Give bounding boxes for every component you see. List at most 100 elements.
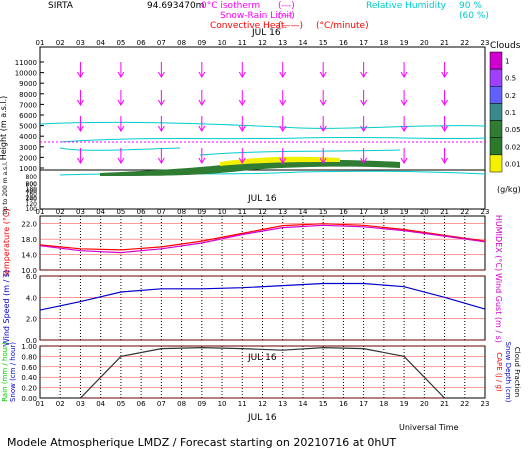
gust-ylabel: Wind Gust (m / s)	[494, 273, 503, 343]
hour-tick-label: 16	[339, 208, 348, 216]
hour-tick-label: 20	[420, 208, 429, 216]
wind-arrow-head	[238, 99, 246, 106]
cloud-scale-label: 0.05	[505, 126, 521, 134]
legend-convective-style: (——)	[278, 21, 303, 31]
hour-tick-label: 07	[157, 208, 166, 216]
snow-depth-ylabel: Snow Depth (cm)	[504, 342, 512, 403]
height-tick-label: 3000	[19, 144, 37, 152]
hour-tick-label: 14	[298, 400, 307, 408]
hour-tick-label: 06	[137, 39, 146, 47]
wind-arrow-head	[319, 71, 327, 78]
y-tick-label: 4.0	[26, 294, 37, 302]
height-lowest-tick-label: 160	[26, 191, 38, 198]
hour-tick-label: 17	[359, 400, 368, 408]
cloud-legend-unit: (g/kg)	[497, 185, 521, 194]
temp-ylabel: Temperature (°C)	[2, 208, 11, 278]
hour-tick-label: 03	[76, 400, 85, 408]
cloud-fraction-ylabel: Cloud Fraction	[513, 347, 521, 397]
rh-contour	[39, 121, 486, 129]
height-tick-label: 7000	[19, 101, 37, 109]
hour-tick-label: 15	[319, 39, 328, 47]
hour-tick-label: 02	[56, 208, 65, 216]
wind-arrow-head	[198, 71, 206, 78]
cloud-scale-label: 0.01	[505, 160, 521, 168]
date-label-bottom: JUL 16	[247, 413, 277, 423]
site-coordinate: 94.693470m	[147, 1, 204, 11]
height-lowest-tick-label: 120	[26, 201, 38, 208]
y-tick-label: 10.0	[21, 267, 37, 275]
cloud-scale-label: 0.5	[505, 75, 516, 83]
hour-tick-label: 21	[440, 400, 449, 408]
humidex-ylabel: HUMIDEX (°C)	[494, 215, 503, 271]
height-tick-label: 5000	[19, 123, 37, 131]
cloud-legend-title: Clouds	[490, 41, 521, 51]
wind-arrow-head	[198, 157, 206, 164]
wind-arrow-head	[157, 125, 165, 132]
hour-tick-label: 08	[177, 400, 186, 408]
cloud-layer	[100, 159, 400, 176]
wind-arrow-head	[157, 99, 165, 106]
y-tick-label: 0.80	[21, 353, 37, 361]
height-lowest-tick-label: 200	[26, 181, 38, 188]
wind-arrow-head	[319, 99, 327, 106]
wind-arrow-head	[77, 99, 84, 106]
height-tick-label: 6000	[19, 112, 37, 120]
height-tick-label: 10000	[15, 70, 37, 78]
hour-tick-label: 10	[218, 400, 227, 408]
legend-convective: Convective Heat.	[210, 21, 287, 31]
height-low-tick-label: 400	[26, 188, 38, 195]
hour-tick-label: 11	[238, 39, 247, 47]
hour-tick-label: 09	[197, 208, 206, 216]
wind-arrow-head	[441, 71, 448, 78]
hour-tick-label: 08	[177, 208, 186, 216]
hour-tick-label: 22	[460, 400, 469, 408]
y-tick-label: 2.0	[26, 316, 37, 324]
height-tick-label: 2000	[19, 154, 37, 162]
hour-tick-label: 22	[460, 39, 469, 47]
wind-ylabel: Wind Speed (m / s)	[2, 270, 11, 346]
cloud-scale-swatch	[489, 103, 503, 121]
hour-tick-label: 04	[96, 208, 105, 216]
y-tick-label: 0.20	[21, 385, 37, 393]
wind-arrow-head	[157, 157, 165, 164]
hour-tick-label: 06	[137, 208, 146, 216]
height-tick-label: 1000	[19, 165, 37, 173]
hour-tick-label: 10	[218, 208, 227, 216]
series-line	[39, 223, 486, 251]
wind-arrow-head	[77, 71, 84, 78]
wind-arrow-head	[117, 157, 125, 164]
hour-tick-label: 19	[400, 39, 409, 47]
wind-panel: 6.0 4.0 2.0 0.0	[26, 273, 486, 345]
height-low-tick-label: 800	[26, 174, 38, 181]
hour-tick-label: 07	[157, 400, 166, 408]
hour-tick-label: 13	[278, 400, 287, 408]
height-lowest-tick-label: 140	[26, 196, 38, 203]
hour-tick-label: 15	[319, 208, 328, 216]
wind-arrow-head	[400, 71, 408, 78]
wind-arrow-head	[319, 125, 327, 132]
wind-arrow-head	[400, 125, 408, 132]
wind-arrow-head	[157, 71, 165, 78]
hour-tick-label: 04	[96, 400, 105, 408]
hour-tick-label: 15	[319, 400, 328, 408]
mid-hour-axis: 01 02 03 04 05 06 07 08 09 10 11 12 13 14 15 16 17 18 19 20…	[36, 208, 490, 216]
temperature-panel: 22.0 18.0 14.0 10.0	[21, 216, 486, 275]
hour-tick-label: 18	[379, 39, 388, 47]
hour-tick-label: 19	[400, 400, 409, 408]
wind-arrow-head	[400, 99, 408, 106]
cloud-layer-thin	[220, 156, 340, 166]
wind-arrow-head	[360, 125, 368, 132]
cloud-scale-swatch	[489, 51, 503, 70]
y-tick-label: 0.60	[21, 364, 37, 372]
wind-arrow-head	[198, 125, 206, 132]
wind-arrow-head	[360, 71, 368, 78]
wind-arrow-head	[238, 71, 246, 78]
cloud-scale-swatch	[489, 137, 503, 156]
wind-arrow-head	[77, 125, 84, 132]
series-line	[39, 282, 486, 311]
wind-arrow-head	[360, 157, 368, 164]
hour-tick-label: 12	[258, 39, 267, 47]
hour-tick-label: 17	[359, 39, 368, 47]
top-hour-axis: 01 02 03 04 05 06 07 08 09 10 11 12 13 14 15 16 17 18 19 20…	[36, 39, 490, 47]
